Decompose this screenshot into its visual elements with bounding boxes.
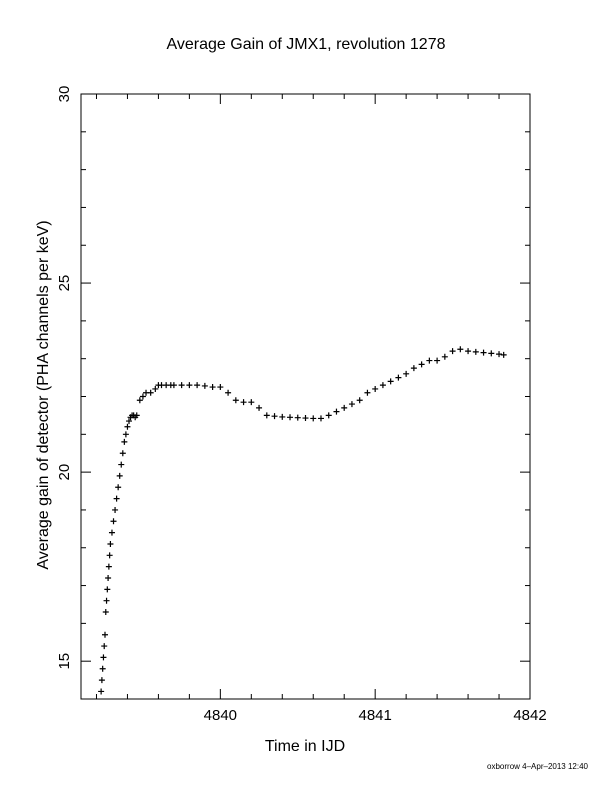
data-point xyxy=(356,397,363,404)
data-point xyxy=(465,348,472,355)
data-point xyxy=(108,529,115,536)
data-point xyxy=(101,643,108,650)
data-point xyxy=(106,552,113,559)
data-series xyxy=(98,346,507,695)
data-point xyxy=(100,654,107,661)
data-point xyxy=(136,397,143,404)
data-point xyxy=(99,665,106,672)
data-point xyxy=(232,397,239,404)
y-axis-label-text: Average gain of detector (PHA channels p… xyxy=(35,220,52,570)
data-point xyxy=(341,404,348,411)
x-tick-label: 4841 xyxy=(358,707,391,724)
data-point xyxy=(418,361,425,368)
data-point xyxy=(325,412,332,419)
data-point xyxy=(403,370,410,377)
data-point xyxy=(317,415,324,422)
y-tick-label: 30 xyxy=(56,86,73,103)
data-point xyxy=(395,374,402,381)
data-point xyxy=(147,389,154,396)
data-point xyxy=(302,415,309,422)
data-point xyxy=(125,418,132,425)
data-point xyxy=(441,353,448,360)
data-point xyxy=(348,401,355,408)
axis-tick-labels: 4840 4841 4842 15 20 25 30 xyxy=(56,86,547,724)
data-point xyxy=(472,348,479,355)
x-axis-label: Time in IJD xyxy=(264,738,346,755)
data-point xyxy=(107,540,114,547)
data-point xyxy=(116,472,123,479)
data-point xyxy=(104,586,111,593)
chart-title: Average Gain of JMX1, revolution 1278 xyxy=(166,36,446,53)
data-point xyxy=(170,382,177,389)
data-point xyxy=(105,563,112,570)
data-point xyxy=(105,575,112,581)
data-point xyxy=(98,688,105,695)
data-point xyxy=(217,384,224,391)
data-point xyxy=(248,399,255,406)
data-point xyxy=(256,404,263,411)
data-point xyxy=(194,382,201,389)
data-point xyxy=(102,609,109,616)
data-point xyxy=(488,350,495,357)
data-point xyxy=(139,393,146,400)
y-tick-label: 15 xyxy=(56,653,73,670)
data-point xyxy=(133,412,140,419)
data-point xyxy=(500,351,507,358)
data-point xyxy=(333,408,340,415)
data-point xyxy=(410,365,417,372)
data-point xyxy=(449,348,456,355)
data-point xyxy=(240,399,247,406)
axis-ticks xyxy=(81,93,531,699)
plot-frame xyxy=(80,93,531,700)
data-point xyxy=(112,506,119,513)
data-point xyxy=(225,389,232,396)
data-point xyxy=(287,414,294,421)
footer-credit: oxborrow 4–Apr–2013 12:40 xyxy=(487,762,588,771)
y-tick-label: 25 xyxy=(56,275,73,292)
data-point xyxy=(271,413,278,420)
data-point xyxy=(152,385,159,392)
data-point xyxy=(122,431,129,438)
data-point xyxy=(110,518,117,525)
data-point xyxy=(457,346,464,353)
data-point xyxy=(113,495,120,502)
data-point xyxy=(103,597,110,604)
y-tick-label: 20 xyxy=(56,464,73,481)
x-tick-label: 4842 xyxy=(513,707,546,724)
data-point xyxy=(364,389,371,396)
data-point xyxy=(124,423,131,430)
data-point xyxy=(480,349,487,356)
data-point xyxy=(426,357,433,364)
data-point xyxy=(209,384,216,391)
data-point xyxy=(98,677,105,684)
data-point xyxy=(118,461,125,468)
data-point xyxy=(279,413,286,420)
data-point xyxy=(178,382,185,389)
data-point xyxy=(387,378,394,385)
data-point xyxy=(186,382,193,389)
data-point xyxy=(115,484,122,491)
data-point xyxy=(121,438,128,445)
data-point xyxy=(434,357,441,364)
data-point xyxy=(263,412,270,419)
data-point xyxy=(294,414,301,421)
data-point xyxy=(101,631,108,638)
data-point xyxy=(379,382,386,389)
x-tick-label: 4840 xyxy=(204,707,237,724)
data-point xyxy=(372,385,379,392)
data-point xyxy=(201,382,208,389)
data-point xyxy=(119,450,126,457)
data-point xyxy=(310,415,317,422)
data-point xyxy=(496,351,503,358)
